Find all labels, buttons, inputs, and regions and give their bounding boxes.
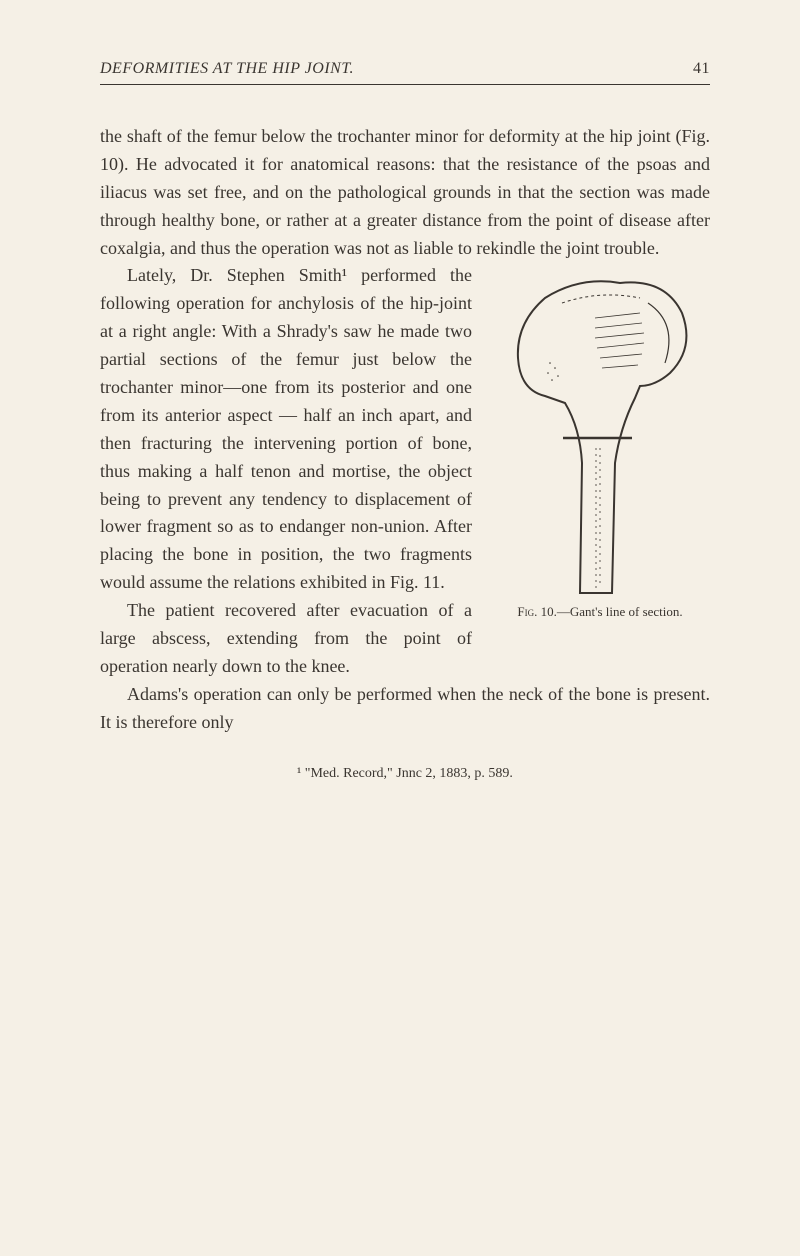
- paragraph-4: Adams's operation can only be performed …: [100, 681, 710, 737]
- page-number: 41: [693, 60, 710, 78]
- footnote: ¹ "Med. Record," Jnnc 2, 1883, p. 589.: [100, 763, 710, 785]
- figure-10: Fig. 10.—Gant's line of sec­tion.: [490, 268, 710, 621]
- running-head: DEFORMITIES AT THE HIP JOINT. 41: [100, 60, 710, 85]
- figure-caption: Fig. 10.—Gant's line of sec­tion.: [490, 604, 710, 621]
- figure-caption-text: —Gant's line of sec­tion.: [557, 604, 683, 619]
- page: DEFORMITIES AT THE HIP JOINT. 41 the sha…: [0, 0, 800, 1256]
- body-text: the shaft of the femur below the trochan…: [100, 123, 710, 784]
- paragraph-1: the shaft of the femur below the trochan…: [100, 123, 710, 262]
- running-title: DEFORMITIES AT THE HIP JOINT.: [100, 60, 354, 78]
- femur-diagram-icon: [500, 268, 700, 598]
- figure-caption-prefix: Fig. 10.: [517, 604, 556, 619]
